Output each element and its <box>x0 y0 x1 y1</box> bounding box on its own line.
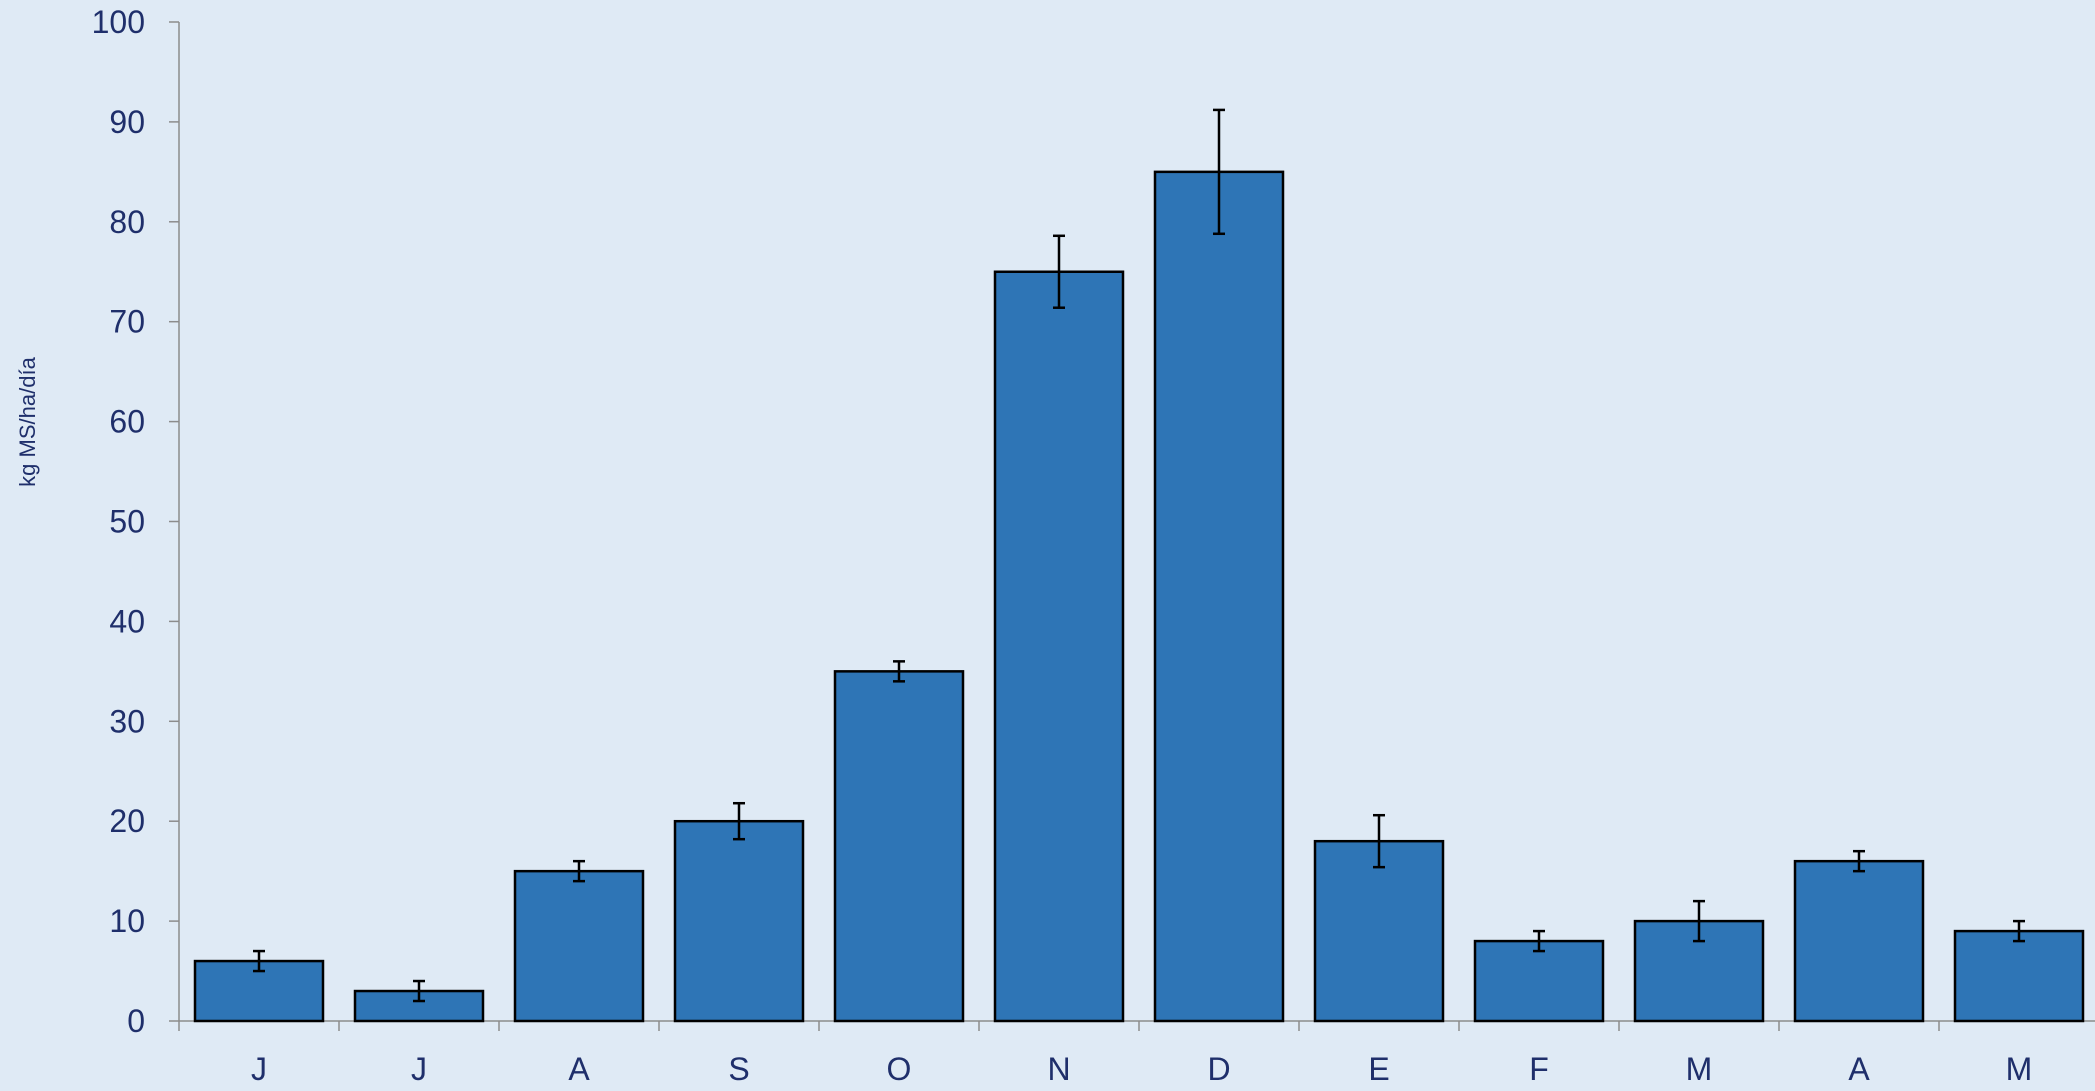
x-category-label: M <box>2006 1051 2033 1086</box>
error-bar <box>413 979 425 1003</box>
bar <box>1953 929 2085 1023</box>
x-category-label: D <box>1207 1051 1230 1086</box>
bar <box>1473 939 1605 1023</box>
bar <box>993 270 1125 1023</box>
y-tick-label: 70 <box>109 304 145 340</box>
x-category-label: M <box>1686 1051 1713 1086</box>
x-category-label: E <box>1368 1051 1389 1086</box>
error-bar <box>1533 929 1545 953</box>
error-bar <box>1053 234 1065 309</box>
y-tick-label: 100 <box>92 4 145 40</box>
bar <box>1153 170 1285 1023</box>
error-bar <box>2013 919 2025 943</box>
x-category-label: J <box>251 1051 267 1086</box>
bar <box>1793 859 1925 1023</box>
x-category-label: S <box>728 1051 749 1086</box>
error-bar <box>253 949 265 973</box>
error-bar <box>893 660 905 683</box>
x-category-label: N <box>1047 1051 1070 1086</box>
y-tick-label: 60 <box>109 404 145 440</box>
y-tick-label: 50 <box>109 504 145 540</box>
bar <box>1313 839 1445 1023</box>
y-tick-label: 80 <box>109 204 145 240</box>
x-category-label: A <box>568 1051 590 1086</box>
bar <box>513 869 645 1023</box>
y-tick-label: 40 <box>109 603 145 639</box>
bar <box>673 819 805 1023</box>
y-tick-label: 20 <box>109 803 145 839</box>
bar <box>833 670 965 1023</box>
y-axis-title: kg MS/ha/día <box>15 356 40 486</box>
error-bar <box>1213 108 1225 236</box>
y-tick-label: 10 <box>109 903 145 939</box>
error-bar <box>733 801 745 841</box>
x-category-label: F <box>1529 1051 1549 1086</box>
x-category-label: O <box>887 1051 912 1086</box>
x-category-label: J <box>411 1051 427 1086</box>
error-bar <box>1373 813 1385 869</box>
y-tick-label: 30 <box>109 703 145 739</box>
error-bar <box>573 859 585 883</box>
error-bars-group <box>253 108 2025 1003</box>
bars-group <box>193 170 2085 1023</box>
y-axis: 0 10 20 30 40 50 60 70 80 90 100 <box>92 4 180 1039</box>
error-bar <box>1853 849 1865 873</box>
y-tick-label: 0 <box>127 1003 145 1039</box>
y-tick-label: 90 <box>109 104 145 140</box>
x-category-label: A <box>1848 1051 1870 1086</box>
error-bar <box>1693 899 1705 943</box>
